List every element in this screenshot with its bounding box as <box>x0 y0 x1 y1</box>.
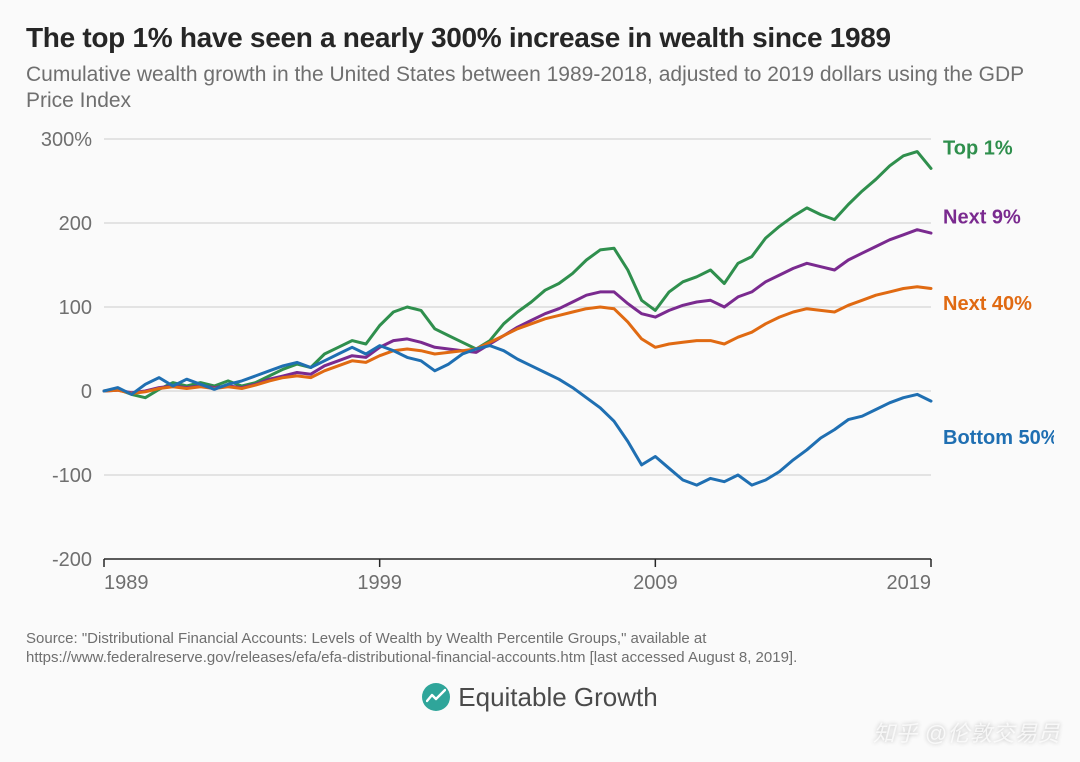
svg-text:2009: 2009 <box>633 572 678 594</box>
svg-text:-200: -200 <box>52 549 92 571</box>
svg-text:-100: -100 <box>52 465 92 487</box>
svg-text:1989: 1989 <box>104 572 149 594</box>
series-line-top1 <box>104 151 931 397</box>
source-note: Source: "Distributional Financial Accoun… <box>26 629 1054 668</box>
series-label-top1: Top 1% <box>943 137 1013 159</box>
svg-text:300%: 300% <box>41 129 92 151</box>
watermark-text: 知乎 @伦敦交易员 <box>873 716 1060 748</box>
page-title: The top 1% have seen a nearly 300% incre… <box>26 22 1054 54</box>
series-line-next40 <box>104 286 931 393</box>
brand-footer: Equitable Growth <box>26 682 1054 713</box>
page-subtitle: Cumulative wealth growth in the United S… <box>26 62 1054 115</box>
svg-text:200: 200 <box>59 213 92 235</box>
svg-text:1999: 1999 <box>357 572 402 594</box>
brand-name: Equitable Growth <box>458 682 657 713</box>
source-line-1: Source: "Distributional Financial Accoun… <box>26 629 1054 649</box>
series-line-bottom50 <box>104 345 931 485</box>
source-line-2: https://www.federalreserve.gov/releases/… <box>26 648 1054 668</box>
svg-text:0: 0 <box>81 381 92 403</box>
chart-page: The top 1% have seen a nearly 300% incre… <box>0 0 1080 762</box>
series-label-bottom50: Bottom 50% <box>943 427 1054 449</box>
series-label-next9: Next 9% <box>943 206 1021 228</box>
svg-text:2019: 2019 <box>887 572 932 594</box>
brand-logo-icon <box>422 683 450 711</box>
svg-text:100: 100 <box>59 297 92 319</box>
chart-area: -200 -100 0 100 200 300% 1989 1999 2009 2019 Top 1… <box>26 129 1054 599</box>
line-chart: -200 -100 0 100 200 300% 1989 1999 2009 2019 Top 1… <box>26 129 1054 599</box>
series-label-next40: Next 40% <box>943 292 1032 314</box>
